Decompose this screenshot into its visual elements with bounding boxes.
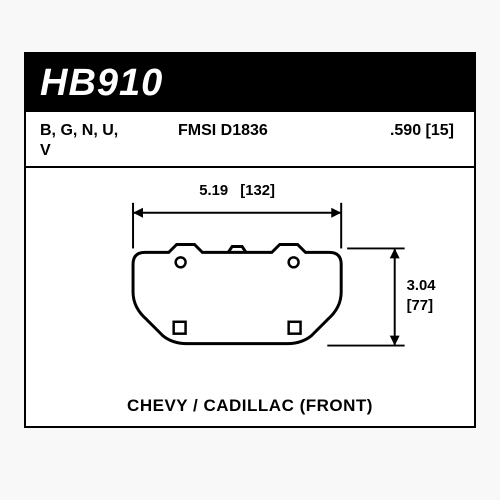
info-row: B, G, N, U, V FMSI D1836 .590 [15] <box>40 118 460 164</box>
height-dimension: 3.04 [77] <box>327 248 436 345</box>
thickness-value: .590 [15] <box>390 122 454 140</box>
fmsi-code: FMSI D1836 <box>178 122 268 140</box>
width-label: 5.19 [132] <box>199 183 275 199</box>
diagram-area: 5.19 [132] <box>26 168 474 426</box>
thickness-mm: [15] <box>426 122 454 139</box>
compound-codes-line1: B, G, N, U, <box>40 122 118 140</box>
brake-pad-shape <box>133 244 341 343</box>
width-mm: [132] <box>240 183 275 199</box>
width-in: 5.19 <box>199 183 228 199</box>
part-number: HB910 <box>40 62 163 105</box>
spec-card: HB910 B, G, N, U, V FMSI D1836 .590 [15]… <box>24 52 476 428</box>
compound-codes-line2: V <box>40 142 51 160</box>
width-dimension: 5.19 [132] <box>133 183 341 249</box>
vehicle-label: CHEVY / CADILLAC (FRONT) <box>26 396 474 416</box>
thickness-in: .590 <box>390 122 421 139</box>
header-bar: HB910 <box>26 54 474 112</box>
diagram-svg: 5.19 [132] <box>26 168 474 426</box>
height-mm: [77] <box>407 298 433 314</box>
height-in: 3.04 <box>407 278 437 294</box>
